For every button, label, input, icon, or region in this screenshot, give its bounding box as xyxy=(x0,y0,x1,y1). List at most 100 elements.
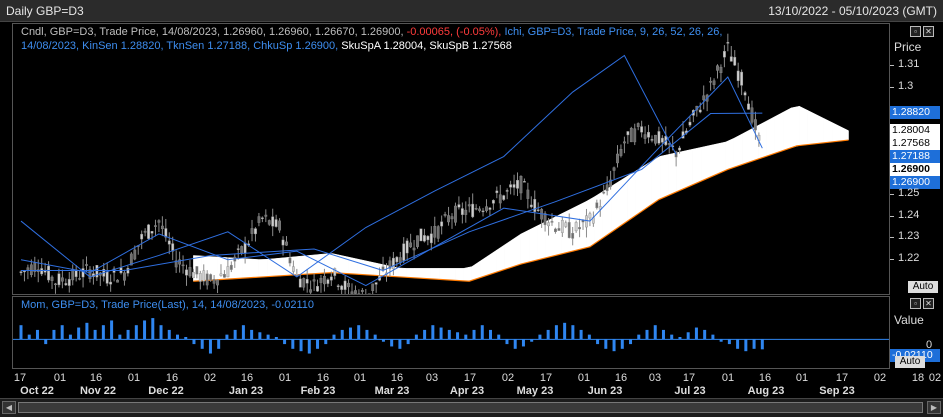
scroll-thumb[interactable] xyxy=(18,402,923,413)
candle-body xyxy=(557,228,561,231)
candle-body xyxy=(554,228,557,233)
momentum-bar xyxy=(472,329,476,340)
close-pane-icon[interactable]: ✕ xyxy=(923,298,934,309)
price-chart[interactable] xyxy=(13,24,889,294)
price-auto-scale-button[interactable]: Auto xyxy=(908,281,938,293)
kumo-cloud-segment xyxy=(356,258,366,276)
candle-body xyxy=(447,215,450,223)
candle-body xyxy=(464,209,468,215)
candle-body xyxy=(588,213,592,219)
maximize-pane-icon[interactable]: ▫ xyxy=(910,26,921,37)
momentum-auto-scale-button[interactable]: Auto xyxy=(895,356,925,368)
price-axis[interactable]: ▫ ✕ Price 1.28820 1.28004 1.27568 1.27188 1.… xyxy=(890,23,943,295)
candle-body xyxy=(478,208,481,211)
candle-body xyxy=(412,247,416,251)
candle-body xyxy=(354,290,357,294)
candle-body xyxy=(454,205,457,223)
candle-body xyxy=(409,242,413,248)
price-pane[interactable]: Cndl, GBP=D3, Trade Price, 14/08/2023, 1… xyxy=(12,23,890,295)
kumo-cloud-segment xyxy=(520,229,530,265)
candle-body xyxy=(350,291,354,294)
scroll-right-icon[interactable]: ▶ xyxy=(927,401,941,414)
momentum-bar xyxy=(258,332,262,340)
momentum-bar xyxy=(143,320,147,340)
candle-body xyxy=(212,279,216,284)
momentum-bar xyxy=(68,334,72,340)
time-tick-label: 01 xyxy=(577,372,591,384)
candle-body xyxy=(440,221,444,227)
kumo-cloud-segment xyxy=(496,244,505,273)
candle-body xyxy=(302,278,306,288)
momentum-bar xyxy=(44,339,48,345)
candle-body xyxy=(571,232,575,239)
candle-body xyxy=(105,271,109,284)
candle-body xyxy=(57,273,61,286)
momentum-bar xyxy=(60,325,64,340)
time-tick-label: 02 xyxy=(873,372,887,384)
candle-body xyxy=(85,264,88,266)
candle-body xyxy=(285,241,288,246)
candle-body xyxy=(529,204,533,208)
time-tick-label: 17 xyxy=(463,372,477,384)
momentum-axis[interactable]: ▫ ✕ Value 0 -0.02110 Auto xyxy=(890,296,943,369)
price-tick-label: 1.25 xyxy=(898,187,920,200)
scroll-left-icon[interactable]: ◀ xyxy=(2,401,16,414)
momentum-bar xyxy=(176,334,180,340)
candle-body xyxy=(481,210,485,213)
time-month-label: Mar 23 xyxy=(374,385,410,397)
kumo-cloud-segment xyxy=(504,238,514,270)
momentum-bar xyxy=(480,325,484,340)
time-tick-label: 17 xyxy=(835,372,849,384)
momentum-bar xyxy=(266,334,270,340)
candle-body xyxy=(457,204,461,208)
time-month-label: Sep 23 xyxy=(819,385,855,397)
candle-body xyxy=(29,264,33,275)
candle-body xyxy=(722,51,726,58)
candle-body xyxy=(178,259,182,265)
candle-body xyxy=(460,208,464,215)
candle-body xyxy=(202,270,206,282)
candle-body xyxy=(254,228,257,235)
momentum-pane[interactable]: Mom, GBP=D3, Trade Price(Last), 14, 14/0… xyxy=(12,296,890,369)
close-pane-icon[interactable]: ✕ xyxy=(923,26,934,37)
candle-body xyxy=(688,121,692,126)
time-month-label: Oct 22 xyxy=(20,385,54,397)
candle-body xyxy=(488,207,492,210)
momentum-bar xyxy=(35,329,39,340)
candle-body xyxy=(250,228,254,234)
price-tick-label: 1.31 xyxy=(898,58,920,71)
momentum-bar xyxy=(604,339,608,349)
momentum-bar xyxy=(274,337,278,340)
candle-body xyxy=(381,266,385,270)
momentum-bar xyxy=(85,322,89,340)
momentum-bar xyxy=(736,339,740,349)
maximize-pane-icon[interactable]: ▫ xyxy=(910,298,921,309)
candle-body xyxy=(629,127,633,143)
candle-body xyxy=(109,281,113,285)
candle-body xyxy=(450,216,454,220)
time-tick-label: 16 xyxy=(165,372,179,384)
price-tick-label: 1.3 xyxy=(898,79,914,92)
time-tick-label: 16 xyxy=(390,372,404,384)
price-legend-line1: Cndl, GBP=D3, Trade Price, 14/08/2023, 1… xyxy=(21,26,722,38)
momentum-bar xyxy=(554,325,558,340)
candle-body xyxy=(88,269,92,279)
candle-body xyxy=(619,149,623,156)
candle-body xyxy=(626,131,630,136)
candle-body xyxy=(636,123,640,127)
candle-body xyxy=(640,126,644,133)
momentum-bar xyxy=(711,334,715,340)
time-scrollbar[interactable]: ◀ ▶ xyxy=(0,398,943,417)
kumo-cloud-segment xyxy=(479,255,489,279)
momentum-bar xyxy=(110,320,114,340)
candle-body xyxy=(371,283,375,291)
tenkan-sen-line xyxy=(20,76,763,287)
momentum-bar xyxy=(398,339,402,349)
kumo-cloud-segment xyxy=(430,268,440,280)
time-tick-label: 03 xyxy=(648,372,662,384)
momentum-bar xyxy=(151,318,155,340)
momentum-bar xyxy=(431,325,435,340)
momentum-bar xyxy=(340,329,344,340)
momentum-chart[interactable] xyxy=(13,297,889,368)
candle-body xyxy=(295,273,299,276)
